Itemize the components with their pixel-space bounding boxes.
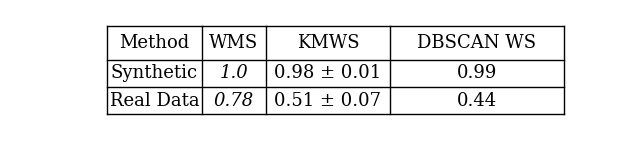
Text: 0.78: 0.78 — [214, 92, 254, 110]
Text: Synthetic: Synthetic — [111, 64, 198, 82]
Text: Method: Method — [119, 34, 189, 52]
Text: Real Data: Real Data — [109, 92, 199, 110]
Text: 1.0: 1.0 — [220, 64, 248, 82]
Text: WMS: WMS — [209, 34, 259, 52]
Text: 0.44: 0.44 — [457, 92, 497, 110]
Text: 0.99: 0.99 — [456, 64, 497, 82]
Text: 0.51 ± 0.07: 0.51 ± 0.07 — [275, 92, 381, 110]
Text: KMWS: KMWS — [297, 34, 359, 52]
Text: 0.98 ± 0.01: 0.98 ± 0.01 — [275, 64, 381, 82]
Text: DBSCAN WS: DBSCAN WS — [417, 34, 536, 52]
